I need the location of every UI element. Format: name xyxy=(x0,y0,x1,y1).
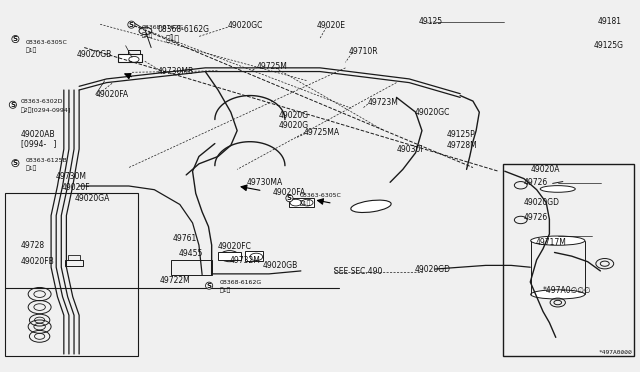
Text: S: S xyxy=(10,102,15,108)
Text: 49020GA: 49020GA xyxy=(75,195,110,203)
Text: 49020A: 49020A xyxy=(531,165,560,174)
Bar xyxy=(128,50,140,54)
Ellipse shape xyxy=(531,236,585,245)
Text: 49020E: 49020E xyxy=(317,21,346,30)
Text: 49730M: 49730M xyxy=(56,172,86,181)
Text: 49730MB: 49730MB xyxy=(157,67,194,76)
Text: 49020F: 49020F xyxy=(62,183,90,192)
Bar xyxy=(118,54,142,62)
Text: 08363-6125B: 08363-6125B xyxy=(26,158,67,163)
Text: *497A0∅∅∅: *497A0∅∅∅ xyxy=(598,350,632,355)
Ellipse shape xyxy=(351,200,391,212)
Text: 08368-6162G: 08368-6162G xyxy=(220,280,262,285)
Text: 49020GC: 49020GC xyxy=(228,21,263,30)
Text: SEE SEC.490: SEE SEC.490 xyxy=(334,267,382,276)
Text: 49722M: 49722M xyxy=(159,276,190,285)
Text: 08368-6162G: 08368-6162G xyxy=(141,25,184,30)
Text: 49728: 49728 xyxy=(20,241,45,250)
Bar xyxy=(4,193,138,356)
Text: 49730MA: 49730MA xyxy=(246,178,283,187)
Bar xyxy=(65,260,83,266)
Text: 49020GD: 49020GD xyxy=(414,264,451,273)
Text: （1）: （1） xyxy=(26,165,37,171)
Text: （1）: （1） xyxy=(300,200,311,206)
Bar xyxy=(503,164,634,356)
Text: S: S xyxy=(13,36,18,42)
Text: 49030I: 49030I xyxy=(396,145,423,154)
Text: （1）: （1） xyxy=(220,287,230,293)
Text: 49020GD: 49020GD xyxy=(524,198,560,207)
Text: 49732M: 49732M xyxy=(230,256,260,265)
Text: 49717M: 49717M xyxy=(536,238,566,247)
Text: 08368-6162G: 08368-6162G xyxy=(157,25,209,33)
Text: 49020FA: 49020FA xyxy=(96,90,129,99)
Ellipse shape xyxy=(531,290,585,299)
Bar xyxy=(246,251,263,260)
Text: 49020G: 49020G xyxy=(278,121,308,129)
Text: 49761: 49761 xyxy=(172,234,196,243)
Text: 49723M: 49723M xyxy=(368,99,399,108)
Text: *497A0∅∅∅: *497A0∅∅∅ xyxy=(542,286,591,295)
Bar xyxy=(171,260,212,275)
Text: （2）[0294-0994]: （2）[0294-0994] xyxy=(20,107,71,113)
Text: S: S xyxy=(13,160,18,166)
Text: 08363-6302D: 08363-6302D xyxy=(20,99,63,104)
Text: 49020GC: 49020GC xyxy=(414,108,450,117)
Text: 49125: 49125 xyxy=(419,17,443,26)
Text: 49728M: 49728M xyxy=(446,141,477,150)
Text: 49020FC: 49020FC xyxy=(218,243,252,251)
Text: 08363-6305C: 08363-6305C xyxy=(300,193,342,198)
Text: 49020FA: 49020FA xyxy=(272,188,305,197)
Text: 49125G: 49125G xyxy=(594,41,624,50)
Ellipse shape xyxy=(540,186,575,192)
Text: 49020G: 49020G xyxy=(278,111,308,121)
Text: 49020GB: 49020GB xyxy=(77,51,112,60)
Bar xyxy=(289,198,314,207)
Bar xyxy=(218,253,241,260)
Bar xyxy=(68,256,80,260)
Text: 49181: 49181 xyxy=(597,17,621,26)
Text: [0994-   ]: [0994- ] xyxy=(20,139,56,148)
Text: 49710R: 49710R xyxy=(349,47,378,56)
Text: （1）: （1） xyxy=(26,47,37,52)
Text: 49725MA: 49725MA xyxy=(304,128,340,137)
Text: 49726: 49726 xyxy=(524,178,548,187)
Text: S: S xyxy=(129,22,134,28)
Text: （1）: （1） xyxy=(141,33,153,38)
Text: 49726: 49726 xyxy=(524,213,548,222)
Text: 49125P: 49125P xyxy=(446,130,475,139)
Text: S: S xyxy=(207,283,212,289)
Text: 49020AB: 49020AB xyxy=(20,130,55,139)
Text: （1）: （1） xyxy=(166,34,180,43)
Text: 49725M: 49725M xyxy=(256,61,287,71)
Text: S: S xyxy=(287,195,292,201)
Text: 49020FB: 49020FB xyxy=(20,257,54,266)
Circle shape xyxy=(220,251,239,262)
Text: 49020GB: 49020GB xyxy=(262,261,298,270)
Text: 08363-6305C: 08363-6305C xyxy=(26,39,67,45)
Text: 49455: 49455 xyxy=(179,249,203,258)
